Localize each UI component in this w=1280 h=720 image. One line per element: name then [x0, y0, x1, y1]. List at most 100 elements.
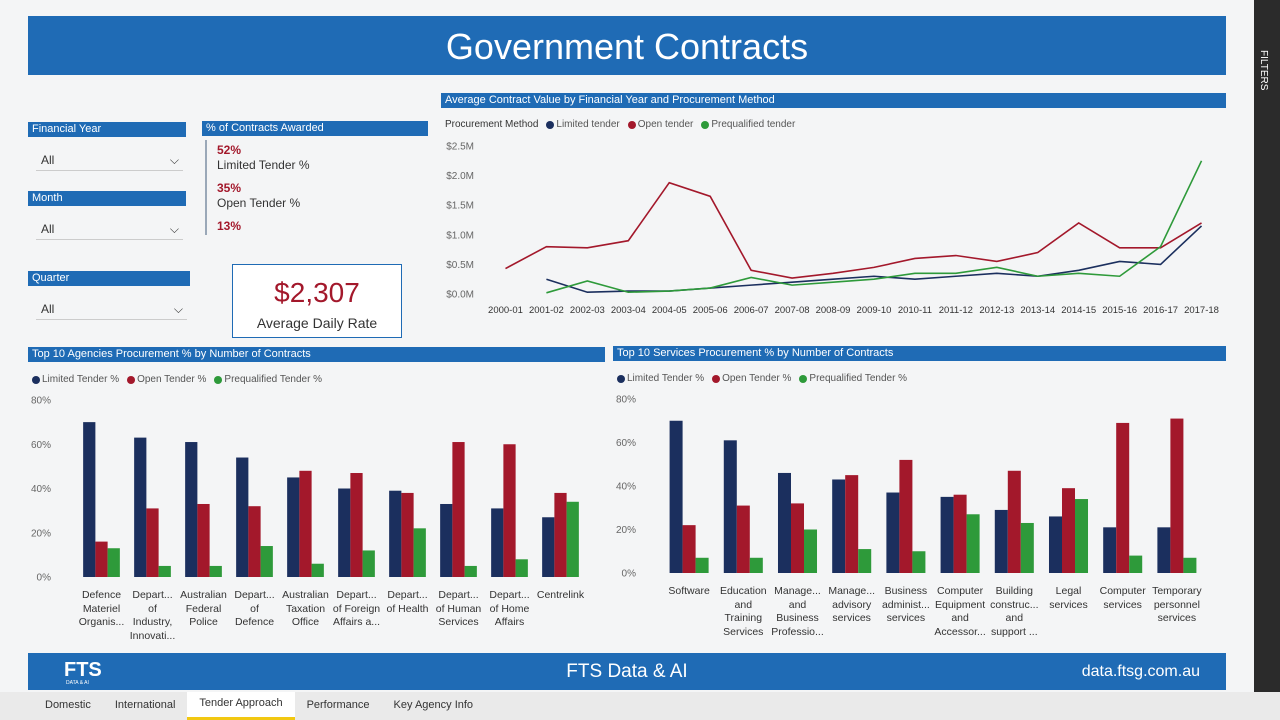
filter-label: Quarter: [28, 271, 190, 286]
panel-title: % of Contracts Awarded: [202, 121, 428, 136]
bar: [146, 508, 159, 577]
bar: [542, 517, 555, 577]
tab[interactable]: Domestic: [45, 699, 91, 711]
bar: [1048, 516, 1062, 573]
legend-label: Prequalified Tender %: [224, 374, 323, 385]
y-tick-label: 40%: [616, 482, 636, 493]
legend-item[interactable]: Limited Tender %: [32, 374, 119, 385]
tab[interactable]: Tender Approach: [187, 692, 295, 720]
bar: [804, 529, 818, 573]
x-tick-label: Manage... and Business Professio...: [771, 585, 824, 638]
footer: FTS DATA & AI FTS Data & AI data.ftsg.co…: [28, 653, 1226, 690]
x-tick-label: 2016-17: [1143, 305, 1179, 316]
bar: [749, 557, 763, 573]
legend-label: Limited Tender %: [42, 374, 120, 385]
filter-value: All: [41, 222, 55, 236]
bar: [940, 496, 954, 573]
y-tick-label: 80%: [616, 395, 636, 406]
filter-dropdown[interactable]: All ⌵: [36, 219, 183, 240]
bar: [899, 459, 913, 573]
y-tick-label: 0%: [37, 573, 52, 584]
filter-dropdown[interactable]: All ⌵: [36, 150, 183, 171]
chart-title: Top 10 Agencies Procurement % by Number …: [28, 347, 605, 362]
bar: [515, 559, 528, 577]
filter-value: All: [41, 153, 55, 167]
legend-item[interactable]: Prequalified tender: [701, 119, 795, 130]
legend-item[interactable]: Limited tender: [546, 119, 620, 130]
filters-pane-label: FILTERS: [1258, 50, 1269, 91]
bar: [966, 514, 980, 573]
footer-url[interactable]: data.ftsg.com.au: [1081, 663, 1200, 680]
bar: [669, 420, 683, 573]
tab[interactable]: Key Agency Info: [393, 699, 474, 711]
footer-logo-sub: DATA & AI: [66, 680, 89, 686]
legend-swatch: [617, 374, 625, 383]
legend-item[interactable]: Prequalified Tender %: [799, 373, 907, 384]
bar: [858, 549, 872, 573]
legend: Limited Tender % Open Tender % Prequalifie…: [617, 373, 911, 384]
tab[interactable]: International: [114, 699, 176, 711]
legend-item[interactable]: Open Tender %: [127, 374, 206, 385]
legend-label: Open Tender %: [137, 374, 207, 385]
bar: [260, 546, 273, 577]
filter-value: All: [41, 302, 55, 316]
bar: [413, 528, 426, 577]
legend-label: Prequalified Tender %: [809, 373, 908, 384]
legend-item[interactable]: Open tender: [627, 119, 693, 130]
bar: [845, 475, 859, 573]
x-tick-label: 2015-16: [1102, 305, 1138, 316]
x-tick-label: Building construc... and support ...: [990, 585, 1039, 638]
bar: [287, 477, 300, 577]
bar: [491, 508, 504, 577]
legend-label: Limited tender: [556, 119, 620, 130]
legend-label: Limited Tender %: [627, 373, 705, 384]
bar: [1183, 557, 1197, 573]
x-tick-label: 2005-06: [692, 305, 728, 316]
bar: [311, 563, 324, 577]
legend-swatch: [546, 120, 555, 129]
bar: [299, 470, 312, 577]
legend: Limited Tender % Open Tender % Prequalifie…: [32, 374, 326, 385]
x-tick-label: Legal services: [1049, 585, 1088, 611]
x-tick-label: 2009-10: [856, 305, 892, 316]
bar: [362, 550, 375, 577]
bar: [566, 501, 579, 577]
bar: [1007, 470, 1021, 573]
tab[interactable]: Performance: [306, 699, 370, 711]
bar: [736, 505, 750, 573]
header-title: Government Contracts: [28, 16, 1226, 75]
x-tick-label: 2012-13: [979, 305, 1015, 316]
bar: [1129, 555, 1143, 573]
x-tick-label: 2002-03: [569, 305, 605, 316]
bar: [503, 444, 516, 577]
x-tick-label: Defence Materiel Organis...: [78, 589, 125, 628]
footer-center: FTS Data & AI: [566, 661, 688, 682]
legend-item[interactable]: Open Tender %: [712, 373, 791, 384]
legend-item[interactable]: Limited Tender %: [617, 373, 704, 384]
y-tick-label: 20%: [616, 525, 636, 536]
x-tick-label: 2000-01: [488, 305, 523, 316]
legend-swatch: [627, 120, 636, 129]
x-tick-label: Australian Taxation Office: [282, 589, 329, 628]
x-tick-label: Temporary personnel services: [1152, 585, 1202, 624]
legend-item[interactable]: Prequalified Tender %: [214, 374, 322, 385]
x-tick-label: Manage... advisory services: [828, 585, 876, 624]
bar: [440, 503, 453, 577]
bar: [209, 565, 222, 577]
x-tick-label: Depart... of Defence: [234, 589, 275, 628]
footer-logo: FTS: [64, 659, 102, 681]
bar: [185, 442, 198, 577]
filter-dropdown[interactable]: All ⌵: [36, 299, 187, 320]
bar: [338, 488, 351, 577]
legend-swatch: [701, 120, 710, 129]
bar: [83, 422, 96, 577]
bar: [197, 503, 210, 577]
filters-pane[interactable]: FILTERS: [1254, 0, 1280, 692]
legend-swatch: [127, 375, 136, 384]
awarded-label: Limited Tender %: [217, 158, 310, 172]
bar: [350, 473, 363, 577]
y-tick-label: 60%: [31, 440, 51, 451]
x-tick-label: 2007-08: [774, 305, 810, 316]
bar: [1170, 418, 1184, 573]
